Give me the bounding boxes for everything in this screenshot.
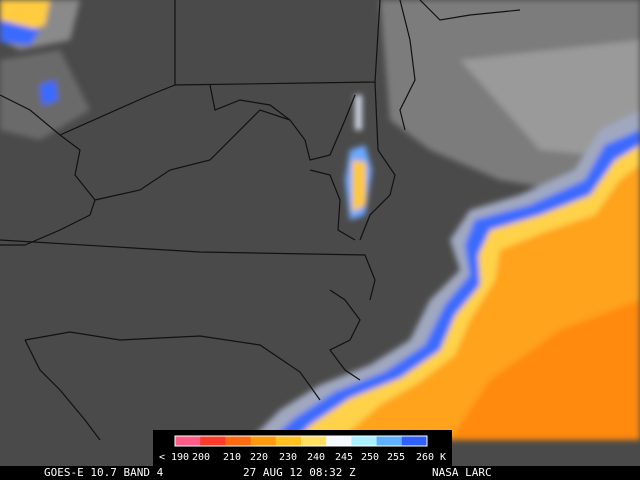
color-bar-segment	[401, 436, 428, 446]
color-bar-frame	[174, 435, 428, 447]
color-bar-segment	[351, 436, 378, 446]
color-bar-segment	[250, 436, 277, 446]
legend-label: < 190	[159, 452, 189, 463]
color-bar	[174, 435, 428, 447]
state-borders	[0, 0, 521, 441]
legend-label: 260 K	[416, 452, 446, 463]
color-bar-segment	[376, 436, 403, 446]
caption-strip	[0, 466, 640, 480]
legend-label: 200	[192, 452, 210, 463]
legend-label: 210	[223, 452, 241, 463]
caption-source: GOES-E 10.7 BAND 4	[44, 466, 164, 479]
color-bar-segment	[301, 436, 327, 446]
legend-labels: < 190 200 210 220 230 240 245 250 255 260 K	[159, 452, 446, 463]
legend-label: 250	[361, 452, 379, 463]
caption-time: 27 AUG 12 08:32 Z	[243, 466, 356, 479]
legend-label: 220	[250, 452, 268, 463]
legend-label: 240	[307, 452, 325, 463]
legend-label: 255	[387, 452, 405, 463]
legend-label: 245	[335, 452, 353, 463]
clouds	[0, 0, 640, 440]
color-bar-segment	[200, 436, 226, 446]
color-bar-segment	[175, 436, 201, 446]
color-bar-segment	[225, 436, 252, 446]
legend-label: 230	[279, 452, 297, 463]
color-bar-segment	[275, 436, 302, 446]
caption-credit: NASA LARC	[432, 466, 492, 479]
color-bar-segment	[326, 436, 352, 446]
